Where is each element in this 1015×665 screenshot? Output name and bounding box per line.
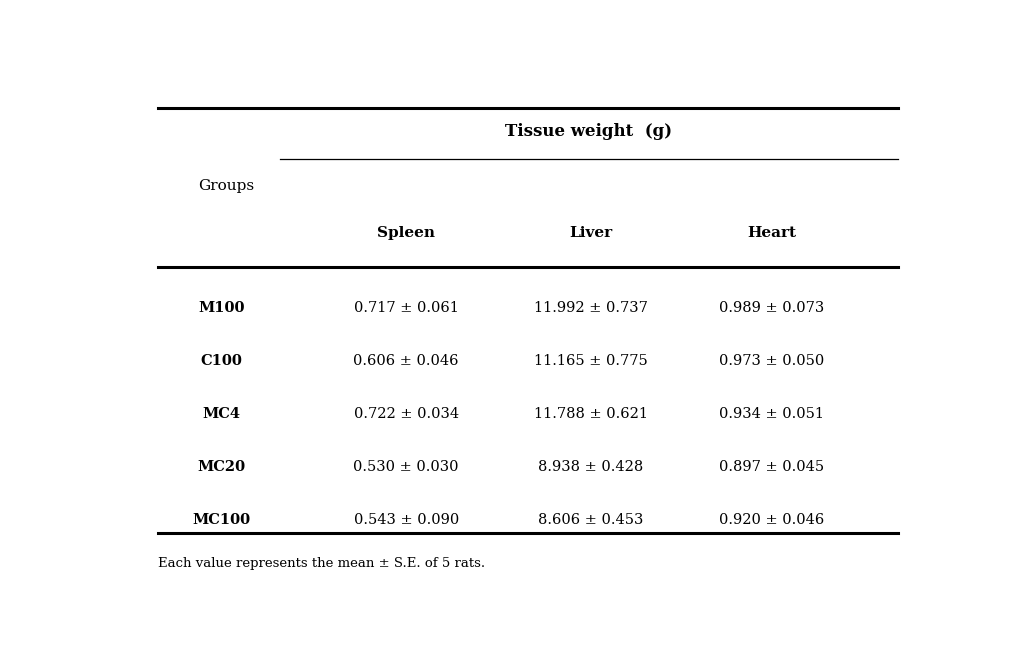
- Text: 0.973 ± 0.050: 0.973 ± 0.050: [720, 354, 824, 368]
- Text: 0.897 ± 0.045: 0.897 ± 0.045: [720, 460, 824, 474]
- Text: 0.934 ± 0.051: 0.934 ± 0.051: [720, 407, 824, 421]
- Text: 11.788 ± 0.621: 11.788 ± 0.621: [534, 407, 648, 421]
- Text: 0.989 ± 0.073: 0.989 ± 0.073: [720, 301, 824, 315]
- Text: Tissue weight  (g): Tissue weight (g): [505, 122, 673, 140]
- Text: C100: C100: [200, 354, 243, 368]
- Text: Heart: Heart: [747, 226, 797, 241]
- Text: 0.543 ± 0.090: 0.543 ± 0.090: [353, 513, 459, 527]
- Text: 0.530 ± 0.030: 0.530 ± 0.030: [353, 460, 459, 474]
- Text: 8.606 ± 0.453: 8.606 ± 0.453: [538, 513, 644, 527]
- Text: 0.920 ± 0.046: 0.920 ± 0.046: [720, 513, 824, 527]
- Text: 8.938 ± 0.428: 8.938 ± 0.428: [538, 460, 644, 474]
- Text: 11.165 ± 0.775: 11.165 ± 0.775: [534, 354, 648, 368]
- Text: 0.722 ± 0.034: 0.722 ± 0.034: [353, 407, 459, 421]
- Text: MC20: MC20: [197, 460, 246, 474]
- Text: MC100: MC100: [192, 513, 251, 527]
- Text: Groups: Groups: [198, 180, 254, 194]
- Text: Liver: Liver: [569, 226, 612, 241]
- Text: M100: M100: [198, 301, 245, 315]
- Text: 0.606 ± 0.046: 0.606 ± 0.046: [353, 354, 459, 368]
- Text: Spleen: Spleen: [378, 226, 435, 241]
- Text: MC4: MC4: [202, 407, 241, 421]
- Text: 11.992 ± 0.737: 11.992 ± 0.737: [534, 301, 648, 315]
- Text: 0.717 ± 0.061: 0.717 ± 0.061: [353, 301, 459, 315]
- Text: Each value represents the mean ± S.E. of 5 rats.: Each value represents the mean ± S.E. of…: [158, 557, 485, 570]
